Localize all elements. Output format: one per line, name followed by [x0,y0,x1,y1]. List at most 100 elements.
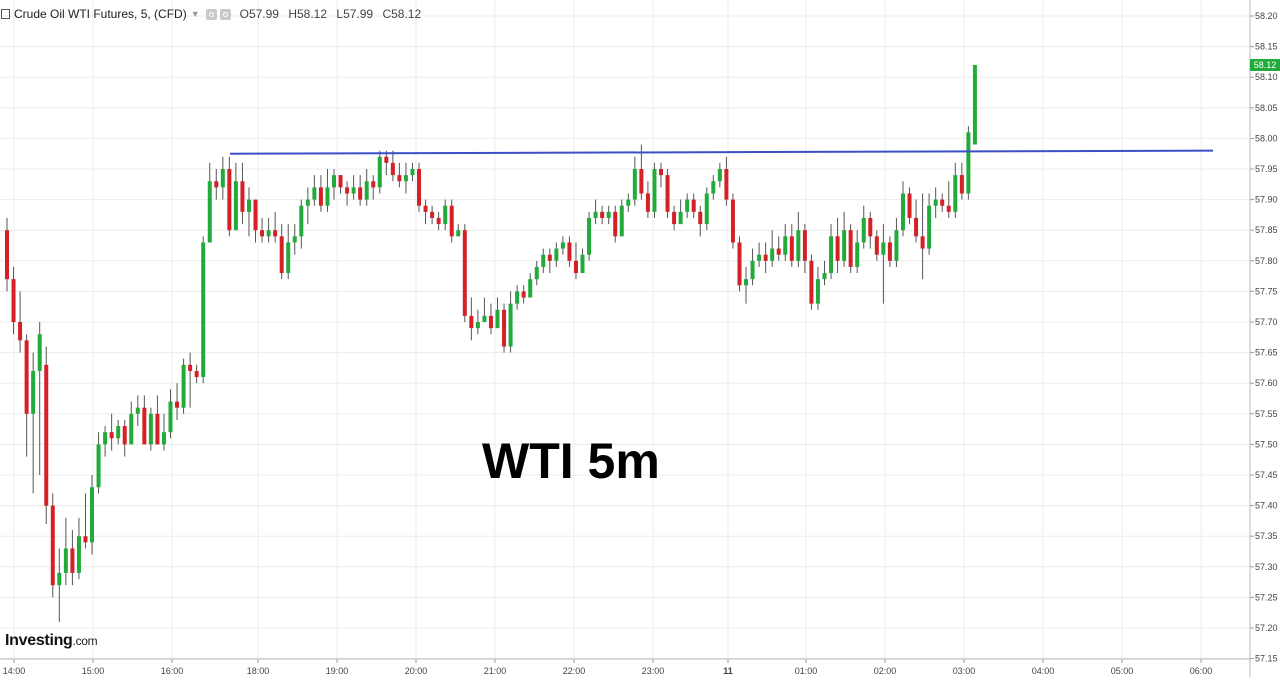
x-tick-label: 01:00 [795,666,818,676]
candle-body [815,279,820,304]
candle-body [711,181,716,194]
candle-body [914,217,919,237]
candle-body [659,169,663,176]
candle-body [502,309,507,347]
candle-body [148,413,153,445]
y-tick-label: 57.95 [1255,164,1278,174]
x-tick-label: 19:00 [326,666,349,676]
candle-body [842,230,847,261]
x-tick-label: 14:00 [3,666,26,676]
candle-body [449,205,454,237]
candle-body [423,205,428,212]
candle-body [83,536,88,543]
candle-body [31,370,36,414]
candle-body [567,242,572,261]
candle-body [260,230,265,237]
candle-body [508,303,513,347]
candle-body [214,181,219,188]
settings-gear-icon[interactable] [219,8,231,20]
candle-body [220,169,225,188]
candle-body [632,169,637,200]
candle-body [868,217,873,237]
candle-body [299,205,304,237]
y-tick-label: 57.85 [1255,225,1278,235]
candle-body [691,199,696,212]
candle-body [920,236,925,249]
candle-body [953,175,958,212]
candle-body [724,169,729,200]
candle-body [554,248,559,261]
candle-body [744,279,749,286]
candle-body [469,315,474,329]
y-tick-label: 57.45 [1255,470,1278,480]
candle-body [900,193,905,231]
candle-body [560,242,565,249]
candle-body [266,230,271,237]
ohlc-high-key: H [288,7,297,21]
candle-body [639,169,644,194]
y-tick-label: 57.30 [1255,562,1278,572]
candle-body [397,175,402,182]
overlay-label: WTI 5m [482,433,660,489]
x-tick-label: 23:00 [642,666,665,676]
candle-body [168,401,173,433]
x-tick-label: 05:00 [1111,666,1134,676]
y-tick-label: 57.20 [1255,623,1278,633]
y-tick-label: 58.05 [1255,103,1278,113]
candle-body [456,230,461,237]
candle-body [24,340,29,414]
candle-body [482,315,487,322]
y-tick-label: 57.40 [1255,501,1278,511]
candle-body [417,169,422,206]
candle-body [521,291,526,298]
candle-body [286,242,291,274]
candle-body [907,193,912,218]
candle-body [861,217,866,243]
candle-body [403,175,408,182]
candle-body [181,364,186,408]
candle-body [194,370,199,378]
candle-body [44,364,49,506]
candle-body [70,548,75,573]
candle-body [541,254,546,267]
candle-body [358,187,363,200]
ohlc-open-key: O [239,7,249,21]
candle-body [573,260,578,274]
candle-body [227,169,232,231]
candle-body [776,248,781,255]
candle-body [161,432,166,445]
candle-body [292,236,297,243]
chevron-down-icon[interactable]: ▼ [190,9,200,19]
ohlc-low-value: 57.99 [343,7,374,21]
candle-body [959,175,964,194]
candle-body [881,242,886,255]
y-tick-label: 58.20 [1255,11,1278,21]
candle-body [966,132,971,194]
candle-body [37,334,42,371]
candle-body [279,236,284,274]
candle-body [390,162,395,176]
candle-body [18,322,23,341]
candle-body [430,211,435,218]
x-tick-label: 15:00 [82,666,105,676]
candle-body [534,266,539,280]
candle-body [338,175,343,188]
candle-body [96,444,101,488]
candle-body [443,205,448,225]
x-tick-label: 03:00 [953,666,976,676]
candle-body [698,211,703,225]
candle-body [704,193,709,225]
x-tick-label: 11 [723,666,733,676]
ohlc-close-key: C [382,7,392,21]
x-tick-label: 04:00 [1032,666,1055,676]
chart-title[interactable]: Crude Oil WTI Futures, 5, (CFD) [14,7,187,21]
x-tick-label: 02:00 [874,666,897,676]
candle-body [109,432,114,439]
candle-body [135,407,140,414]
symbol-icon [1,9,10,19]
candle-body [672,211,677,225]
candle-body [717,169,722,182]
visibility-toggle-icon[interactable] [205,8,217,20]
candle-body [364,181,369,200]
